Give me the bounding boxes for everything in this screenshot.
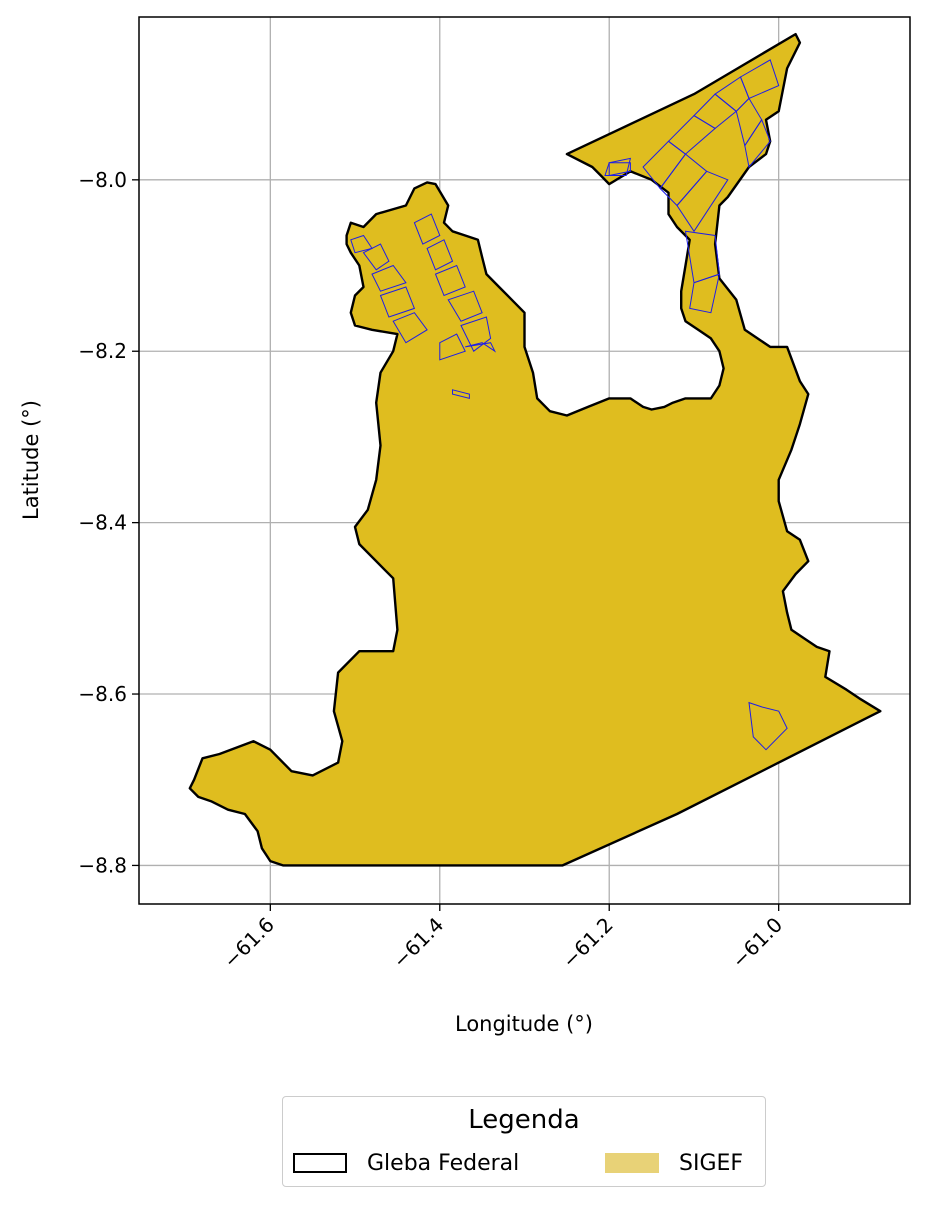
- legend-label: Gleba Federal: [367, 1150, 520, 1176]
- sigef-parcel: [608, 162, 631, 177]
- plot-frame: [138, 16, 911, 905]
- y-tick-label: −8.2: [78, 339, 127, 363]
- legend: Legenda Gleba Federal SIGEF: [282, 1096, 766, 1187]
- y-tick-label: −8.0: [78, 168, 127, 192]
- legend-label: SIGEF: [679, 1150, 744, 1176]
- sigef-parcel: [739, 59, 780, 100]
- sigef-parcel: [748, 701, 788, 751]
- sigef-parcel: [689, 273, 721, 314]
- sigef-parcel: [413, 213, 441, 245]
- legend-item-sigef: SIGEF: [605, 1149, 743, 1177]
- gleba-federal-area: [188, 32, 882, 867]
- sigef-parcel: [362, 243, 390, 271]
- sigef-parcel: [426, 239, 454, 271]
- legend-swatch-outline: [293, 1153, 347, 1173]
- y-tick-label: −8.4: [78, 511, 127, 535]
- y-axis-title: Latitude (°): [19, 400, 43, 520]
- sigef-parcel: [434, 264, 466, 297]
- x-tick-label: −61.2: [557, 913, 617, 973]
- sigef-parcel: [447, 290, 483, 322]
- sigef-parcel: [379, 286, 416, 318]
- x-axis-title: Longitude (°): [455, 1012, 593, 1036]
- legend-item-gleba-federal: Gleba Federal: [293, 1149, 519, 1177]
- x-tick-label: −61.0: [727, 913, 787, 973]
- y-tick-label: −8.6: [78, 682, 127, 706]
- sigef-parcel: [465, 342, 497, 353]
- plot-area: [138, 16, 911, 905]
- y-tick-label: −8.8: [78, 853, 127, 877]
- legend-swatch-fill: [605, 1153, 659, 1173]
- x-tick-label: −61.4: [388, 913, 448, 973]
- sigef-parcel: [744, 118, 771, 169]
- sigef-parcel: [676, 170, 729, 233]
- sigef-parcel: [452, 389, 470, 400]
- sigef-parcel: [604, 157, 632, 176]
- sigef-parcel: [460, 316, 492, 352]
- legend-title: Legenda: [468, 1105, 580, 1135]
- x-tick-label: −61.6: [219, 913, 279, 973]
- sigef-parcels: [350, 59, 788, 751]
- sigef-parcel: [371, 264, 407, 292]
- sigef-parcel: [439, 333, 466, 361]
- sigef-parcel: [392, 312, 428, 344]
